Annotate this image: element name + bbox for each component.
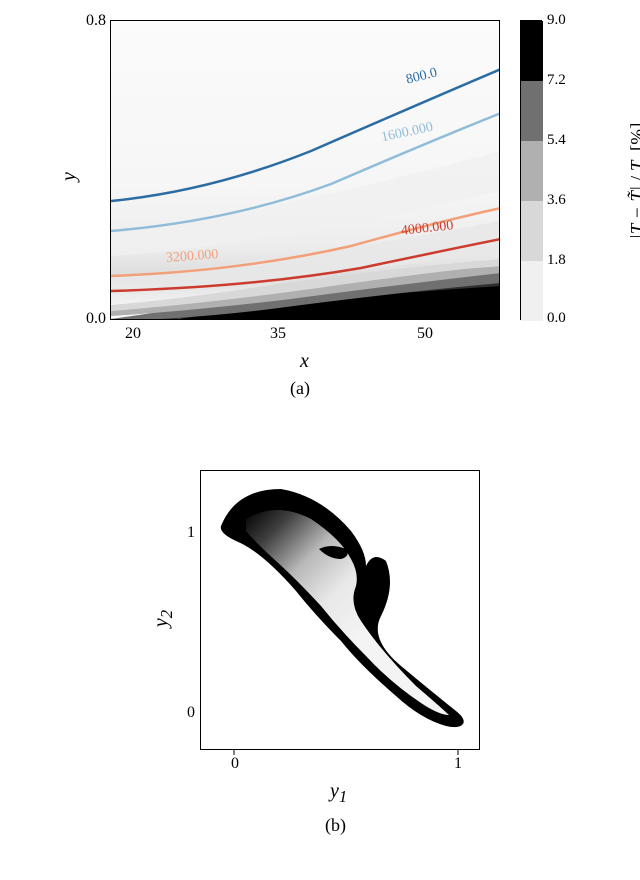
xlabel-a: x bbox=[300, 350, 309, 373]
cb-tick-1: 1.8 bbox=[547, 252, 566, 269]
xtick-b-1: 1 bbox=[448, 755, 468, 773]
plot-area-a: 800.0 1600.000 3200.000 4000.000 bbox=[110, 20, 500, 320]
figure-container: 800.0 1600.000 3200.000 4000.000 y x 0.8… bbox=[0, 0, 640, 880]
cb-tick-5: 9.0 bbox=[547, 12, 566, 29]
caption-a: (a) bbox=[290, 378, 310, 399]
cb-tick-2: 3.6 bbox=[547, 192, 566, 209]
caption-b: (b) bbox=[325, 815, 346, 836]
ylabel-a: y bbox=[58, 172, 81, 181]
plot-area-b bbox=[200, 470, 480, 750]
xtick-a-0: 20 bbox=[118, 325, 148, 343]
ytick-b-0: 0 bbox=[175, 704, 195, 722]
colorbar bbox=[520, 20, 542, 320]
cb-tick-0: 0.0 bbox=[547, 310, 566, 327]
panel-a: 800.0 1600.000 3200.000 4000.000 y x 0.8… bbox=[50, 10, 600, 390]
colorbar-svg bbox=[521, 21, 543, 321]
colorbar-label: |T − T̃| / T [%] bbox=[627, 123, 640, 240]
ytick-a-1: 0.8 bbox=[78, 12, 106, 30]
panel-b: y2 y1 0 1 0 1 (b) bbox=[120, 460, 520, 860]
ytick-b-1: 1 bbox=[175, 524, 195, 542]
shape-svg bbox=[201, 471, 480, 750]
ylabel-b: y2 bbox=[150, 610, 177, 627]
cb-tick-3: 5.4 bbox=[547, 132, 566, 149]
xlabel-b: y1 bbox=[330, 780, 347, 807]
xtick-a-2: 50 bbox=[410, 325, 440, 343]
xtick-b-0: 0 bbox=[225, 755, 245, 773]
cb-tick-4: 7.2 bbox=[547, 72, 566, 89]
xtick-a-1: 35 bbox=[263, 325, 293, 343]
heatmap-svg bbox=[111, 21, 500, 320]
ytick-a-0: 0.0 bbox=[78, 310, 106, 328]
